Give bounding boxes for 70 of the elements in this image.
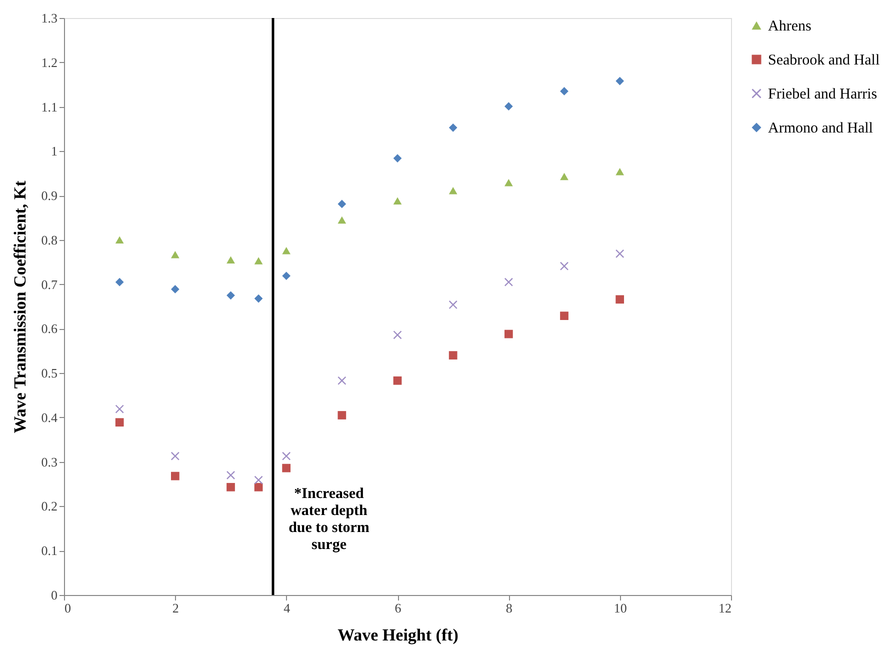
y-tick-label: 0.4	[41, 410, 58, 425]
point	[254, 476, 263, 484]
point	[504, 179, 513, 186]
point	[504, 278, 513, 286]
y-tick-label: 0	[51, 588, 58, 602]
legend-label: Friebel and Harris	[768, 86, 878, 102]
y-tick-label: 0.1	[41, 543, 58, 558]
x-axis-title: Wave Height (ft)	[338, 626, 458, 644]
point	[338, 200, 346, 208]
point	[448, 187, 458, 194]
y-tick-label: 1	[51, 144, 58, 159]
point	[226, 291, 235, 300]
point	[616, 250, 624, 258]
point	[504, 330, 513, 338]
point	[226, 482, 235, 492]
point	[338, 216, 346, 224]
point	[282, 272, 291, 280]
y-tick-label: 0.2	[41, 498, 58, 514]
x-tick-label: 8	[506, 600, 512, 616]
point	[560, 172, 568, 180]
y-tick-label: 0.5	[41, 366, 58, 381]
y-tick-label: 1.1	[41, 99, 58, 114]
point	[115, 278, 124, 286]
y-tick-label: 0.6	[41, 321, 58, 336]
point	[170, 452, 180, 460]
point	[616, 295, 624, 304]
point	[448, 300, 458, 309]
y-tick-label: 0.9	[41, 188, 58, 204]
legend-label: Ahrens	[768, 18, 812, 34]
point	[338, 411, 346, 420]
point	[616, 168, 624, 176]
point	[226, 256, 235, 264]
point	[393, 197, 402, 204]
y-tick-label: 0.3	[41, 454, 58, 470]
point	[560, 87, 568, 96]
y-tick-label: 0.8	[41, 232, 58, 248]
x-tick-label: 4	[284, 600, 291, 616]
y-axis-title: Wave Transmission Coefficient, Kt	[10, 180, 30, 434]
y-tick-label: 1.3	[41, 10, 58, 26]
point	[338, 376, 346, 385]
point	[448, 351, 458, 360]
point	[393, 376, 402, 385]
point	[115, 404, 124, 414]
ref-line-label: *Increased water depth due to storm surge	[288, 486, 370, 553]
point	[254, 257, 263, 264]
point	[282, 246, 291, 254]
point	[282, 464, 291, 472]
x-tick-label: 10	[614, 600, 627, 616]
point	[393, 330, 402, 340]
point	[170, 285, 180, 294]
point	[115, 236, 124, 244]
x-tick-label: 0	[64, 600, 71, 616]
legend-label: Seabrook and Hall	[768, 52, 880, 68]
point	[254, 294, 263, 303]
point	[504, 102, 513, 111]
x-tick-label: 12	[718, 600, 732, 616]
point	[616, 76, 624, 86]
y-tick-label: 0.7	[41, 276, 58, 292]
point	[448, 123, 458, 132]
y-tick-label: 1.2	[41, 54, 58, 70]
point	[560, 312, 568, 320]
point	[170, 250, 180, 258]
point	[282, 452, 291, 460]
x-tick-label: 6	[394, 600, 402, 616]
point	[393, 154, 402, 162]
point	[115, 418, 124, 427]
point	[254, 482, 263, 492]
x-tick-label: 2	[172, 600, 179, 616]
point	[170, 472, 180, 480]
legend-label: Armono and Hall	[768, 120, 873, 136]
